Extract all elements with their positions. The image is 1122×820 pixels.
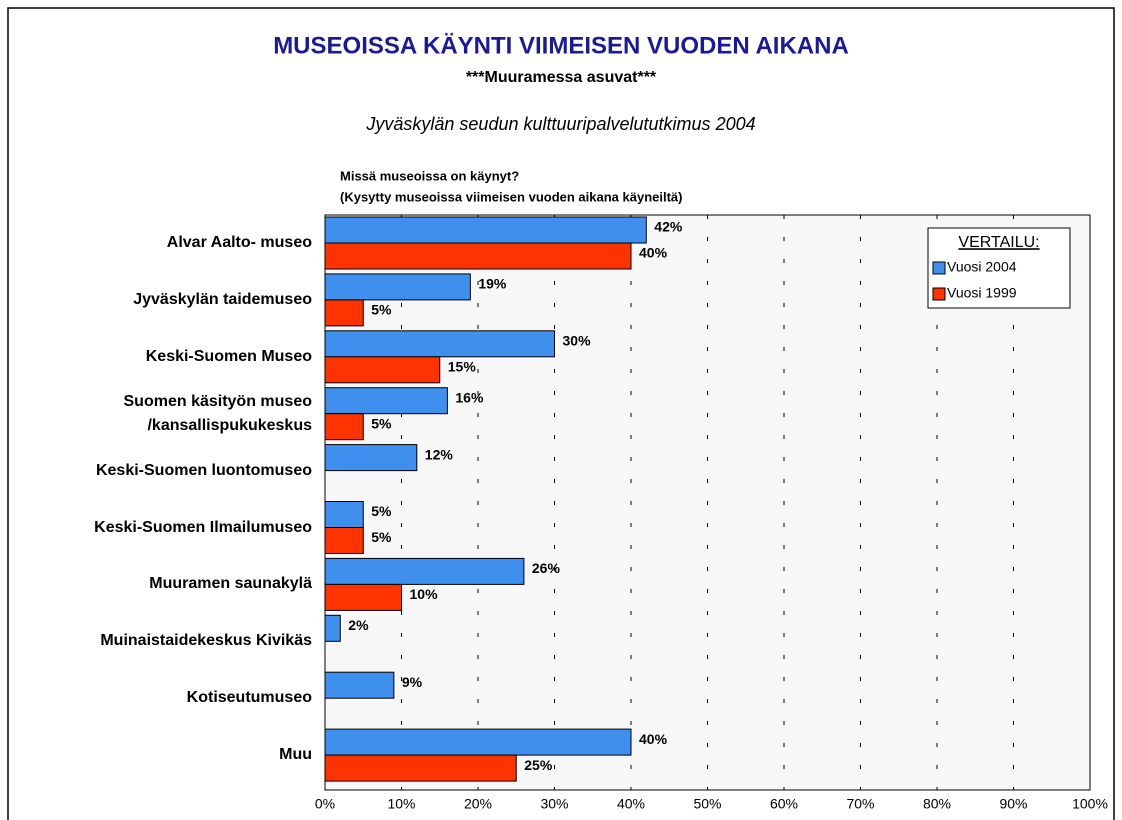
y-tick-label: Suomen käsityön museo /kansallispukukesk… bbox=[123, 392, 313, 434]
bar bbox=[324, 557, 525, 585]
bar bbox=[324, 754, 517, 782]
x-tick-label: 40% bbox=[617, 796, 645, 812]
bar bbox=[324, 330, 555, 358]
x-tick-label: 20% bbox=[464, 796, 492, 812]
data-label: 5% bbox=[371, 302, 392, 318]
chart-subtitle: ***Muuramessa asuvat*** bbox=[466, 69, 657, 86]
annotation: Missä museoissa on käynyt? bbox=[340, 168, 519, 183]
bar bbox=[324, 444, 418, 472]
data-label: 5% bbox=[371, 503, 392, 519]
y-tick-label: Kotiseutumuseo bbox=[186, 689, 312, 707]
x-tick-label: 60% bbox=[770, 796, 798, 812]
y-tick-label: Jyväskylän taidemuseo bbox=[133, 290, 312, 308]
x-tick-label: 0% bbox=[315, 796, 335, 812]
y-tick-label: Muinaistaidekeskus Kivikäs bbox=[100, 632, 312, 650]
data-label: 30% bbox=[563, 333, 592, 349]
y-tick-label: Muuramen saunakylä bbox=[149, 575, 312, 593]
y-tick-label: Muu bbox=[279, 746, 312, 764]
bar bbox=[324, 216, 647, 244]
data-label: 5% bbox=[371, 415, 392, 431]
chart-title: MUSEOISSA KÄYNTI VIIMEISEN VUODEN AIKANA bbox=[273, 32, 849, 59]
data-label: 16% bbox=[455, 389, 484, 405]
x-tick-label: 30% bbox=[540, 796, 568, 812]
bar bbox=[324, 299, 364, 327]
legend-title: VERTAILU: bbox=[958, 234, 1039, 251]
y-tick-label: Keski-Suomen Ilmailumuseo bbox=[94, 518, 312, 536]
x-tick-label: 70% bbox=[846, 796, 874, 812]
data-label: 12% bbox=[425, 446, 454, 462]
legend-swatch bbox=[932, 287, 946, 301]
source: Jyväskylän seudun kulttuuripalvelututkim… bbox=[365, 114, 755, 134]
x-tick-label: 80% bbox=[923, 796, 951, 812]
legend-label: Vuosi 2004 bbox=[947, 259, 1017, 275]
x-tick-label: 50% bbox=[693, 796, 721, 812]
legend-swatch bbox=[932, 261, 946, 275]
data-label: 42% bbox=[654, 219, 683, 235]
data-label: 40% bbox=[639, 245, 668, 261]
data-label: 10% bbox=[410, 586, 439, 602]
bar bbox=[324, 356, 441, 384]
bar bbox=[324, 614, 341, 642]
bar bbox=[324, 242, 632, 270]
data-label: 25% bbox=[524, 757, 553, 773]
legend-label: Vuosi 1999 bbox=[947, 285, 1017, 301]
data-label: 9% bbox=[402, 674, 423, 690]
bar bbox=[324, 527, 364, 554]
x-tick-label: 10% bbox=[387, 796, 415, 812]
x-tick-label: 90% bbox=[999, 796, 1027, 812]
bar bbox=[324, 671, 395, 699]
x-tick-label: 100% bbox=[1072, 796, 1108, 812]
data-label: 19% bbox=[478, 276, 507, 292]
bar bbox=[324, 273, 471, 301]
data-label: 26% bbox=[532, 560, 561, 576]
y-tick-label: Keski-Suomen Museo bbox=[145, 347, 312, 365]
y-tick-label: Alvar Aalto- museo bbox=[166, 234, 312, 251]
bar bbox=[324, 583, 402, 611]
data-label: 15% bbox=[448, 359, 477, 375]
bar bbox=[324, 728, 632, 756]
annotation: (Kysytty museoissa viimeisen vuoden aika… bbox=[340, 189, 682, 204]
bar bbox=[324, 413, 364, 441]
bar bbox=[324, 501, 364, 528]
data-label: 5% bbox=[371, 529, 392, 545]
data-label: 40% bbox=[639, 731, 668, 747]
data-label: 2% bbox=[348, 617, 369, 633]
bar bbox=[324, 387, 448, 415]
y-tick-label: Keski-Suomen luontomuseo bbox=[95, 461, 312, 479]
legend-box bbox=[927, 227, 1071, 309]
